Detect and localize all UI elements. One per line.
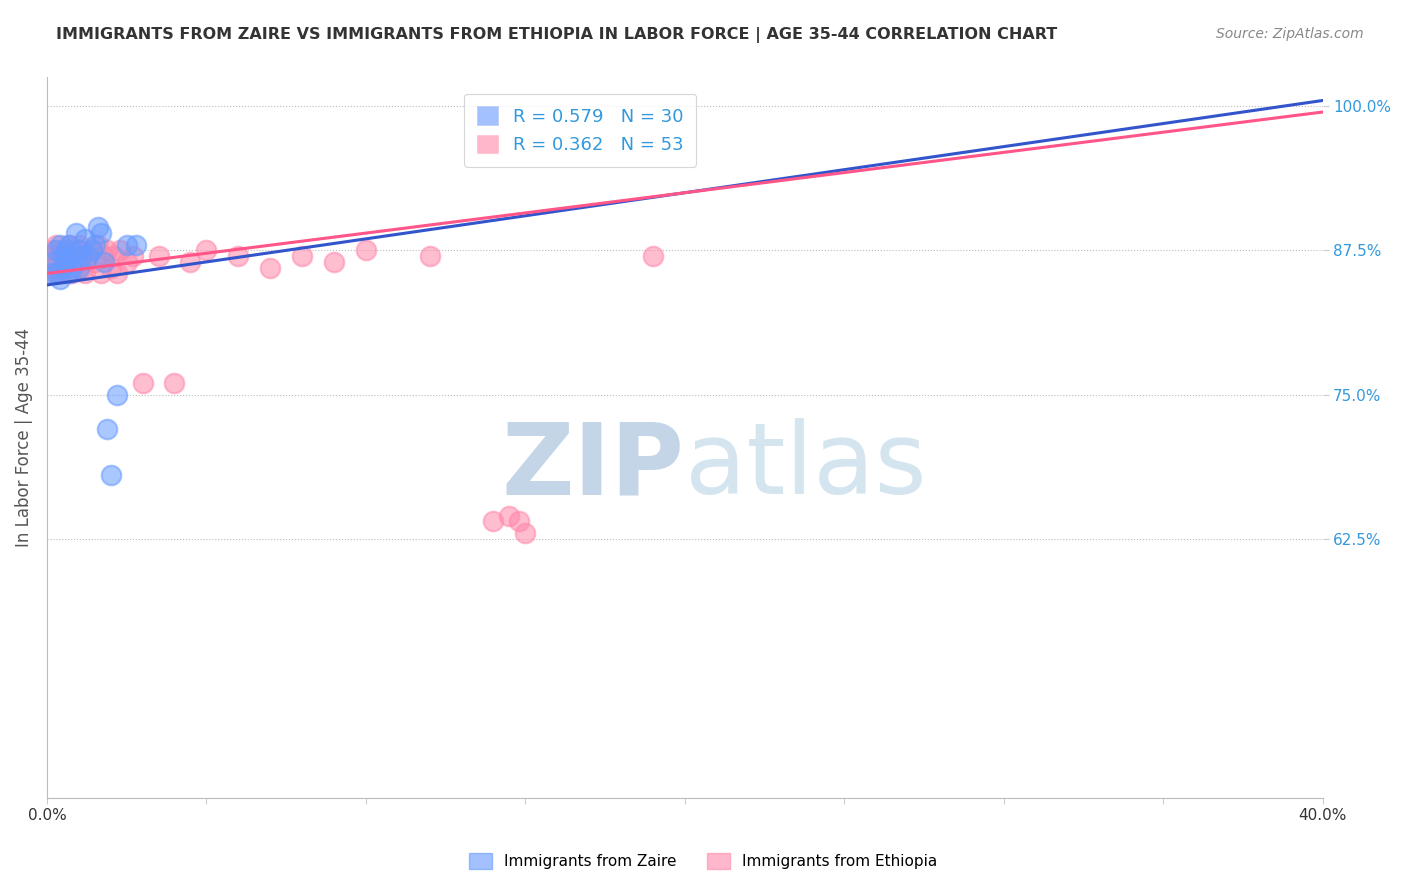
Point: [70, 260, 93, 275]
Point: [179, 255, 201, 269]
Point: [45, 255, 67, 269]
Point: [67, 237, 90, 252]
Point: [291, 249, 314, 263]
Point: [52, 249, 75, 263]
Point: [58, 255, 80, 269]
Point: [42, 267, 65, 281]
Point: [48, 267, 70, 281]
Point: [45, 237, 67, 252]
Point: [322, 255, 344, 269]
Point: [93, 249, 115, 263]
Point: [115, 237, 138, 252]
Y-axis label: In Labor Force | Age 35-44: In Labor Force | Age 35-44: [15, 328, 32, 548]
Point: [45, 244, 67, 258]
Point: [65, 226, 87, 240]
Point: [58, 237, 80, 252]
Point: [96, 422, 118, 436]
Point: [482, 514, 505, 528]
Point: [508, 514, 530, 528]
Point: [45, 267, 67, 281]
Point: [67, 260, 90, 275]
Point: [70, 244, 93, 258]
Point: [70, 249, 93, 263]
Point: [103, 249, 125, 263]
Point: [42, 255, 65, 269]
Point: [67, 249, 90, 263]
Point: [65, 244, 87, 258]
Point: [39, 267, 62, 281]
Point: [83, 255, 105, 269]
Point: [80, 244, 103, 258]
Point: [39, 260, 62, 275]
Point: [93, 255, 115, 269]
Text: atlas: atlas: [685, 418, 927, 515]
Point: [90, 267, 112, 281]
Point: [60, 249, 83, 263]
Point: [60, 260, 83, 275]
Text: IMMIGRANTS FROM ZAIRE VS IMMIGRANTS FROM ETHIOPIA IN LABOR FORCE | AGE 35-44 COR: IMMIGRANTS FROM ZAIRE VS IMMIGRANTS FROM…: [56, 27, 1057, 43]
Point: [42, 244, 65, 258]
Text: Source: ZipAtlas.com: Source: ZipAtlas.com: [1216, 27, 1364, 41]
Point: [60, 267, 83, 281]
Point: [105, 387, 128, 401]
Point: [55, 249, 77, 263]
Point: [75, 232, 97, 246]
Point: [90, 226, 112, 240]
Point: [55, 255, 77, 269]
Point: [163, 376, 186, 390]
Point: [48, 237, 70, 252]
Point: [105, 267, 128, 281]
Point: [77, 249, 100, 263]
Point: [80, 244, 103, 258]
Point: [60, 249, 83, 263]
Point: [58, 267, 80, 281]
Text: ZIP: ZIP: [502, 418, 685, 515]
Point: [48, 249, 70, 263]
Legend: Immigrants from Zaire, Immigrants from Ethiopia: Immigrants from Zaire, Immigrants from E…: [463, 847, 943, 875]
Point: [148, 249, 170, 263]
Point: [131, 376, 153, 390]
Point: [115, 255, 138, 269]
Point: [419, 249, 441, 263]
Point: [52, 244, 75, 258]
Point: [55, 267, 77, 281]
Point: [498, 508, 520, 523]
Legend: R = 0.579   N = 30, R = 0.362   N = 53: R = 0.579 N = 30, R = 0.362 N = 53: [464, 94, 696, 167]
Point: [58, 237, 80, 252]
Point: [226, 249, 249, 263]
Point: [55, 244, 77, 258]
Point: [122, 249, 145, 263]
Point: [96, 244, 118, 258]
Point: [75, 267, 97, 281]
Point: [515, 525, 537, 540]
Point: [195, 244, 218, 258]
Point: [52, 260, 75, 275]
Point: [77, 249, 100, 263]
Point: [52, 260, 75, 275]
Point: [87, 237, 110, 252]
Point: [67, 244, 90, 258]
Point: [87, 220, 110, 235]
Point: [39, 249, 62, 263]
Point: [354, 244, 377, 258]
Point: [110, 244, 132, 258]
Point: [48, 272, 70, 286]
Point: [100, 468, 122, 483]
Point: [641, 249, 664, 263]
Point: [75, 255, 97, 269]
Point: [65, 255, 87, 269]
Point: [125, 237, 148, 252]
Point: [83, 237, 105, 252]
Point: [259, 260, 281, 275]
Point: [100, 260, 122, 275]
